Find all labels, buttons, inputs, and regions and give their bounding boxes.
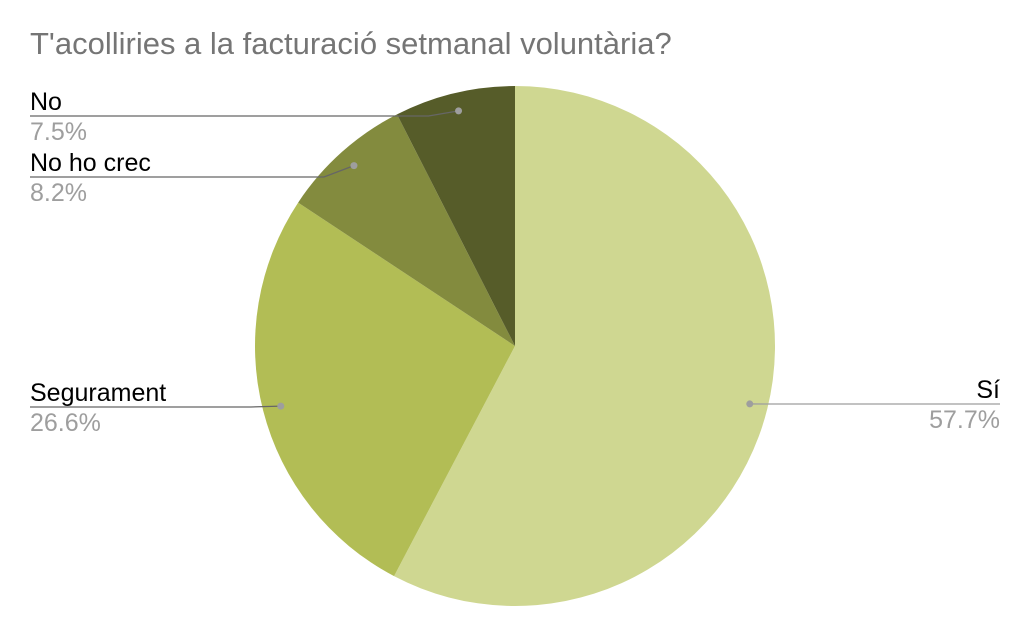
slice-percent-segurament: 26.6% xyxy=(30,409,101,437)
leader-dot-no xyxy=(455,107,463,115)
leader-dot-no-ho-crec xyxy=(350,162,358,170)
leader-line-no xyxy=(30,110,459,117)
slice-percent-no: 7.5% xyxy=(30,118,87,146)
leader-dot-segurament xyxy=(277,402,285,410)
pie-slice-si xyxy=(394,86,776,606)
slice-label-si: Sí xyxy=(976,376,1000,404)
chart-title: T'acolliries a la facturació setmanal vo… xyxy=(30,26,672,61)
leader-dot-si xyxy=(746,400,754,408)
leader-line-segurament xyxy=(30,405,281,408)
leader-line-no-ho-crec xyxy=(30,165,355,178)
slice-label-no-ho-crec: No ho crec xyxy=(30,149,151,177)
pie-slice-no xyxy=(396,86,515,346)
slice-percent-si: 57.7% xyxy=(929,406,1000,434)
pie-slice-no-ho-crec xyxy=(298,114,515,346)
pie-slice-segurament xyxy=(255,202,516,577)
slice-percent-no-ho-crec: 8.2% xyxy=(30,179,87,207)
slice-label-segurament: Segurament xyxy=(30,379,166,407)
slice-label-no: No xyxy=(30,88,62,116)
